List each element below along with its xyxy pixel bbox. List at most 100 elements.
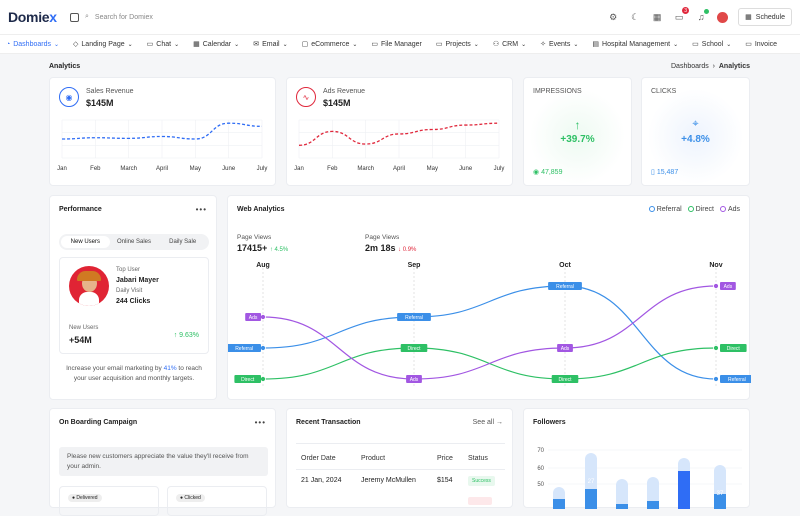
point-label-bg: [720, 344, 747, 352]
notification-badge: 3: [682, 7, 690, 14]
col-price: Price: [437, 455, 453, 462]
nav-item-school[interactable]: ▭ School ⌄: [692, 40, 732, 49]
series-line: [61, 122, 263, 140]
bar: [616, 504, 628, 509]
nav-item-email[interactable]: ✉ Email ⌄: [253, 40, 288, 49]
nav-icon: ▭: [435, 41, 443, 48]
tab-daily-sale[interactable]: Daily Sale: [169, 239, 197, 245]
status-dot: [704, 9, 710, 14]
breadcrumb-dashboards[interactable]: Dashboards: [671, 63, 709, 70]
clicked-panel: ● Clicked: [167, 486, 267, 516]
data-point: [713, 345, 719, 351]
nav-item-crm[interactable]: ⚇ CRM ⌄: [492, 40, 527, 49]
chevron-down-icon: ⌄: [573, 41, 579, 48]
sales-icon: ◉: [59, 87, 79, 107]
nav-icon: ▭: [692, 41, 699, 48]
logo[interactable]: Domiex: [8, 9, 57, 25]
page-title: Analytics: [49, 63, 81, 70]
recent-transaction-card: Recent Transaction See all → Order Date …: [286, 408, 513, 508]
more-options-icon[interactable]: •••: [254, 418, 266, 427]
point-label: Ads: [249, 315, 258, 321]
nav-icon: ✉: [253, 41, 260, 48]
tab-new-users[interactable]: New Users: [61, 236, 110, 248]
nav-icon: ◔: [6, 40, 11, 48]
cursor-click-icon: ⌖: [692, 118, 699, 130]
performance-card: Performance ••• New Users Online Sales D…: [49, 195, 217, 400]
nav-item-ecommerce[interactable]: ▢ eCommerce ⌄: [301, 40, 358, 49]
row-product: Jeremy McMullen: [361, 477, 416, 484]
x-tick-label: March: [357, 166, 374, 172]
moon-icon[interactable]: ☾: [631, 11, 640, 22]
performance-note: Increase your email marketing by 41% to …: [66, 365, 202, 382]
point-label-bg: [720, 375, 751, 383]
daily-visit-value: 244 Clicks: [116, 298, 151, 305]
x-tick-label: May: [190, 166, 201, 172]
bell-icon[interactable]: ♫: [695, 9, 710, 23]
col-status: Status: [468, 455, 488, 462]
sidebar-toggle-icon[interactable]: [70, 12, 79, 22]
nav-item-hospital-management[interactable]: ▤ Hospital Management ⌄: [592, 40, 679, 49]
nav-item-invoice[interactable]: ▭ Invoice: [745, 40, 778, 49]
point-label: Referral: [728, 377, 746, 383]
schedule-button[interactable]: ▦ Schedule: [738, 8, 792, 26]
new-users-label: New Users: [69, 325, 99, 331]
x-tick-label: April: [393, 166, 405, 172]
mouse-icon: ▯: [651, 169, 655, 176]
nav-item-file-manager[interactable]: ▭ File Manager: [371, 40, 422, 49]
user-avatar: [69, 266, 109, 306]
col-order-date: Order Date: [301, 455, 336, 462]
chevron-down-icon: ⌄: [473, 41, 479, 48]
row-date: 21 Jan, 2024: [301, 477, 342, 484]
nav-item-projects[interactable]: ▭ Projects ⌄: [435, 40, 479, 49]
sales-revenue-card: ◉ Sales Revenue $145M Jan Feb March April Ma…: [49, 77, 276, 186]
x-tick-label: April: [156, 166, 168, 172]
nav-icon: ▢: [301, 41, 309, 48]
x-tick-label: Jan: [57, 166, 67, 172]
impressions-change: +39.7%: [560, 134, 595, 145]
apps-grid-icon[interactable]: ▦: [652, 11, 662, 22]
arrow-up-icon: ↑: [574, 118, 581, 132]
more-options-icon[interactable]: •••: [195, 205, 207, 214]
nav-icon: ⚇: [492, 41, 500, 48]
nav-icon: ▦: [193, 41, 200, 48]
activity-icon: ∿: [296, 87, 316, 107]
x-tick-label: Sep: [408, 262, 421, 269]
y-tick-label: 50: [537, 482, 544, 488]
point-label: Direct: [727, 346, 741, 352]
settings-icon[interactable]: ⚙: [609, 11, 618, 22]
nav-item-events[interactable]: ✧ Events ⌄: [540, 40, 579, 49]
see-all-link[interactable]: See all →: [472, 419, 503, 426]
avatar[interactable]: [717, 11, 729, 23]
search-bar[interactable]: ⌕ Search for Domiex: [85, 13, 153, 21]
followers-card: Followers 70 60 50 27 37: [523, 408, 750, 509]
new-users-value: +54M: [69, 335, 92, 345]
page-views-value: 17415+ ↑ 4.5%: [237, 243, 289, 253]
followers-bar-chart: 70 60 50 27 37: [537, 448, 742, 509]
nav-icon: ▭: [745, 41, 752, 48]
y-tick-label: 60: [537, 466, 544, 472]
data-point: [713, 283, 719, 289]
legend-ads[interactable]: Ads: [719, 206, 740, 213]
nav-item-calendar[interactable]: ▦ Calendar ⌄: [193, 40, 240, 49]
legend-referral[interactable]: Referral: [648, 206, 682, 213]
main-nav: ◔ Dashboards ⌄ ◇ Landing Page ⌄ ▭ Chat ⌄ ▦ Calenda…: [0, 34, 800, 54]
nav-item-landing-page[interactable]: ◇ Landing Page ⌄: [73, 40, 133, 49]
x-tick-label: Feb: [90, 166, 101, 172]
tab-online-sales[interactable]: Online Sales: [116, 239, 152, 245]
card-value: $145M: [323, 98, 351, 108]
x-tick-label: March: [120, 166, 137, 172]
nav-item-chat[interactable]: ▭ Chat ⌄: [146, 40, 180, 49]
search-input[interactable]: Search for Domiex: [94, 13, 153, 21]
card-title: Recent Transaction: [296, 419, 361, 426]
nav-item-dashboards[interactable]: ◔ Dashboards ⌄: [6, 40, 60, 48]
x-tick-label: Feb: [327, 166, 338, 172]
clicks-card: CLICKS ⌖ +4.8% ▯ 15,487: [641, 77, 750, 186]
card-title: Followers: [533, 419, 566, 426]
data-point: [713, 376, 719, 382]
data-point: [260, 376, 266, 382]
legend-direct[interactable]: Direct: [687, 206, 714, 213]
x-tick-label: July: [257, 166, 268, 172]
cart-icon[interactable]: ▭ 3: [673, 7, 690, 23]
chevron-down-icon: ⌄: [53, 41, 60, 48]
chevron-down-icon: ⌄: [726, 41, 732, 48]
